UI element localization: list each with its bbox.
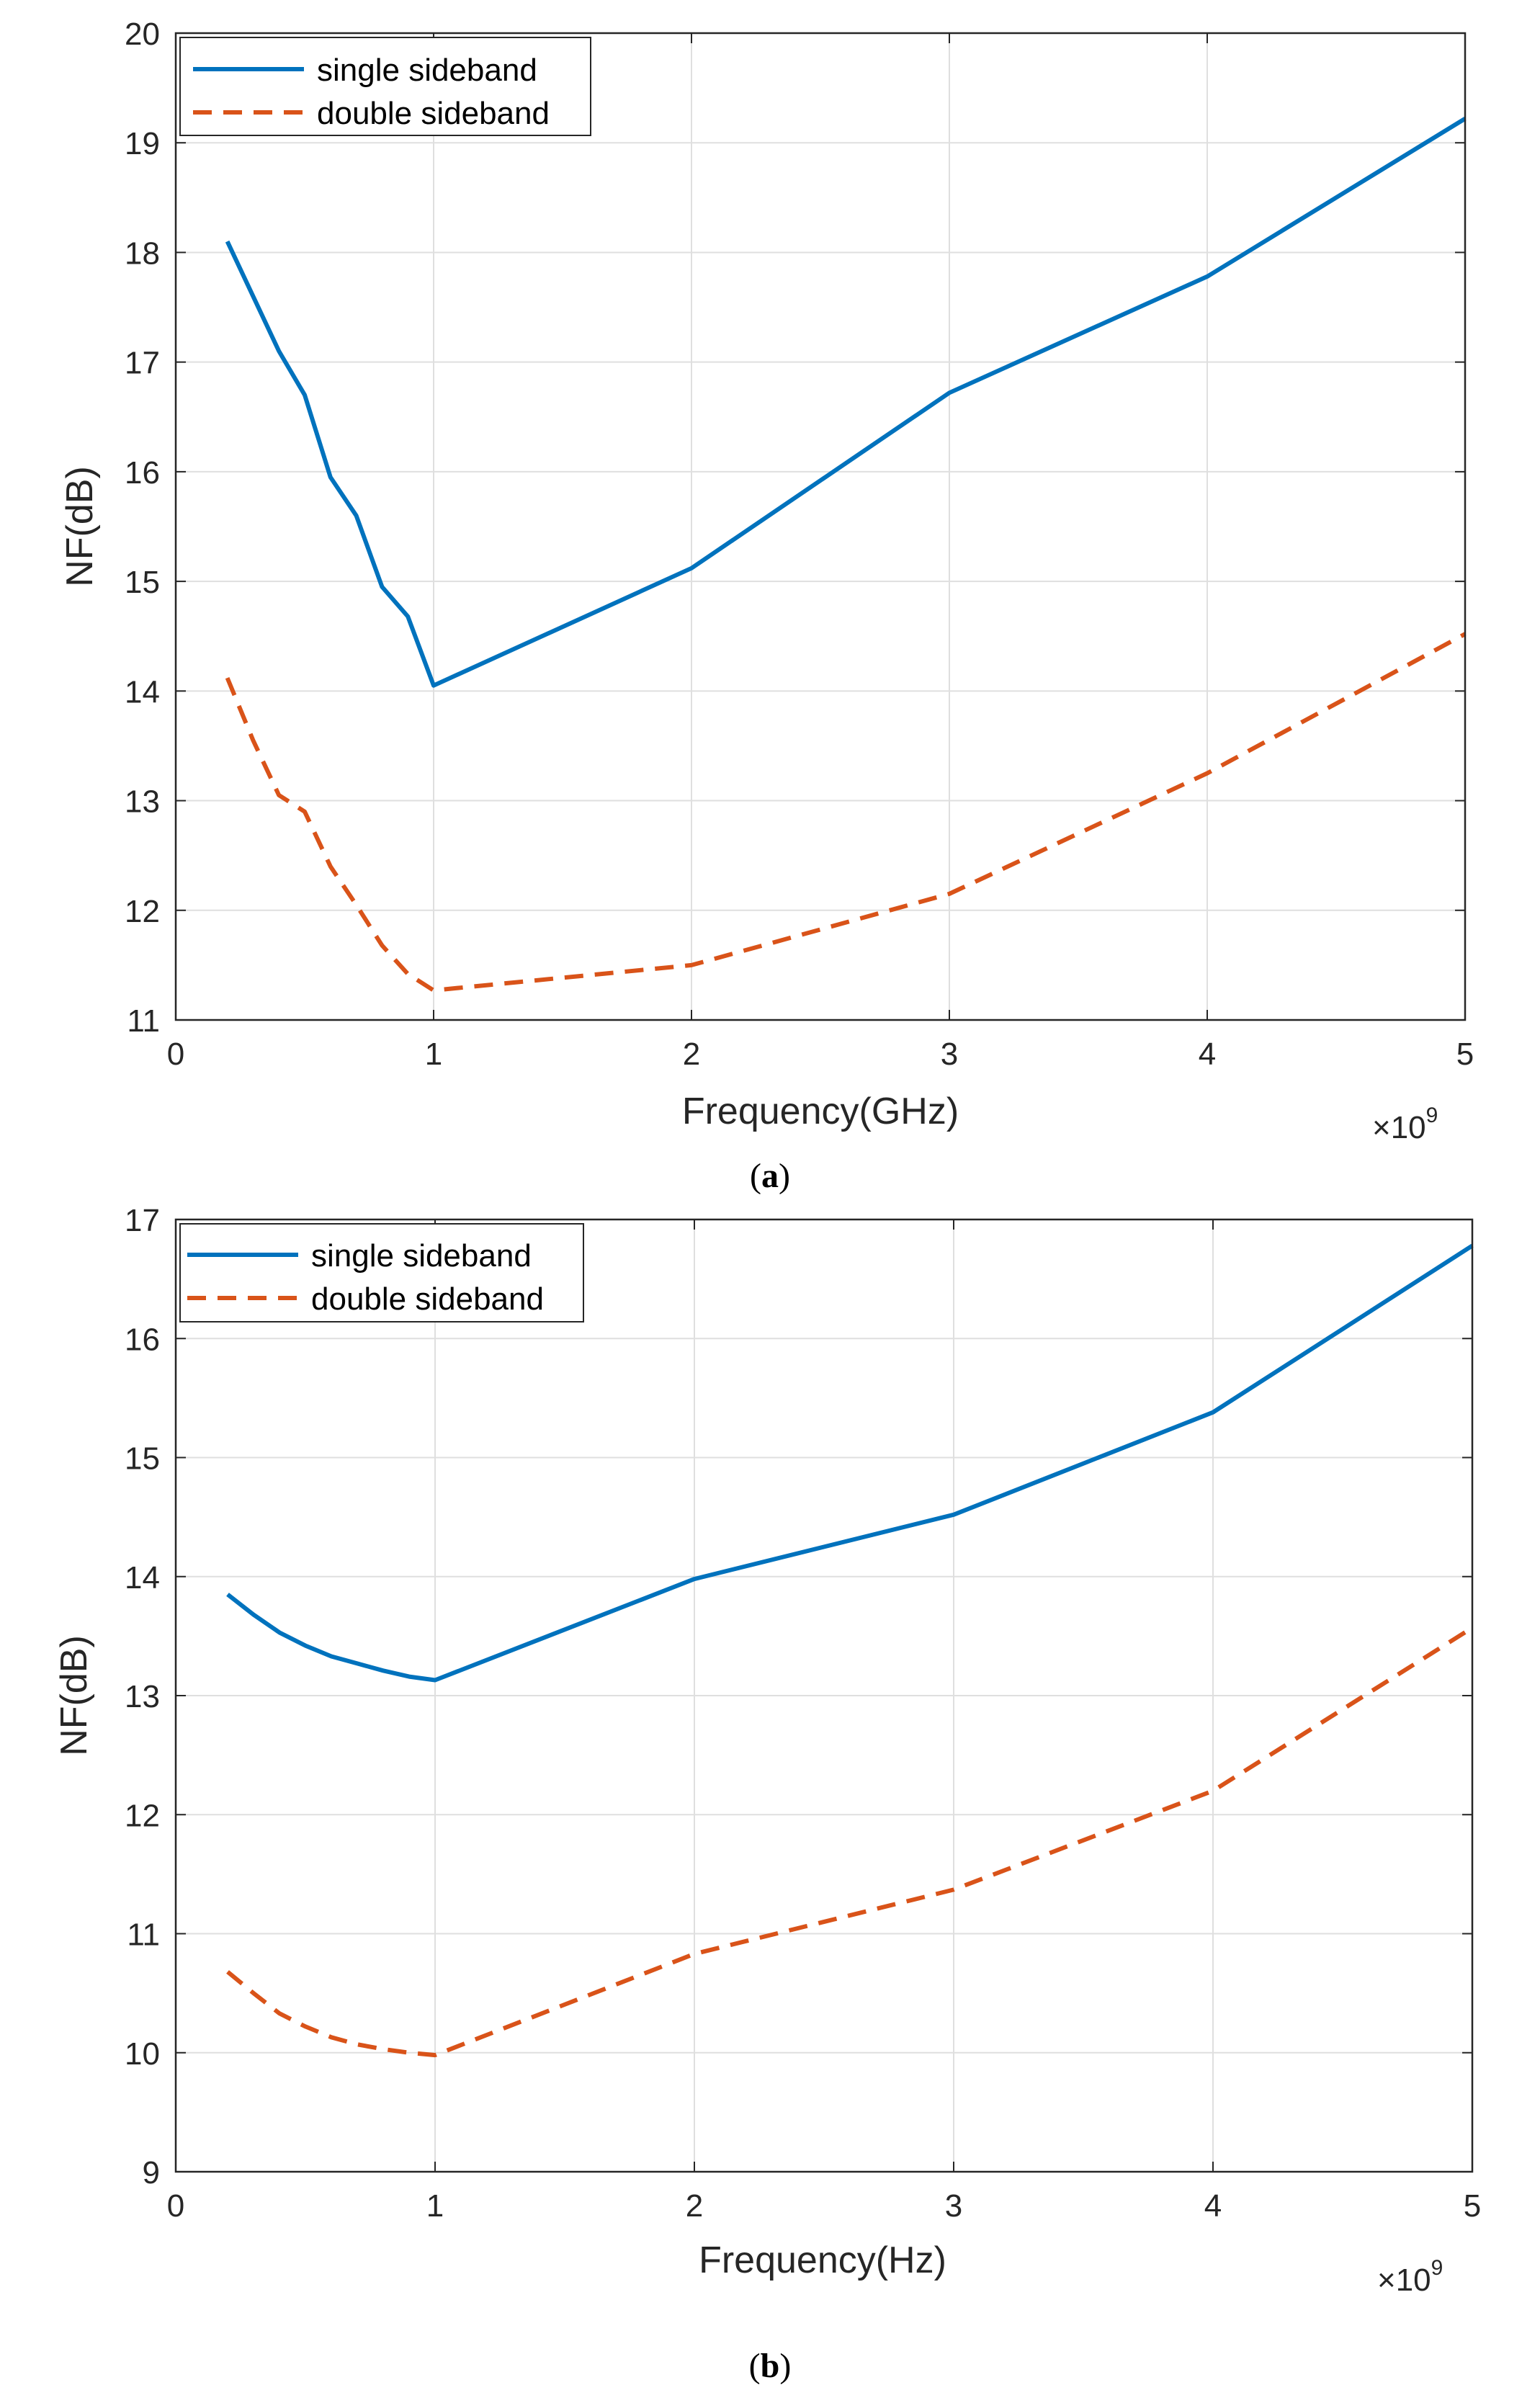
x-tick-label: 0 [167,2188,184,2224]
x-axis-label-a: Frequency(GHz) [682,1091,959,1132]
y-tick-label: 9 [143,2155,160,2190]
x-multiplier-base-a: ×10 [1372,1110,1426,1145]
y-axis-label-a: NF(dB) [59,466,101,587]
series-lines-a [225,117,1467,993]
legend-box-a [179,37,591,136]
legend-label-single-a: single sideband [317,53,537,88]
grid-a [176,33,1465,1020]
y-tick-label: 14 [125,674,160,710]
x-tick-label: 1 [426,2188,444,2224]
series-line-double-sideband [225,632,1467,993]
plot-frame-a [174,32,1467,1021]
x-tick-label: 1 [425,1037,442,1072]
y-tick-label: 16 [125,1322,160,1357]
y-tick-label: 10 [125,2036,160,2072]
grid-b [176,1219,1472,2172]
x-axis-label-b: Frequency(Hz) [699,2239,946,2281]
x-tick-label: 2 [683,1037,700,1072]
y-tick-label: 11 [127,1917,160,1953]
y-tick-label: 15 [125,565,160,600]
x-tick-label: 3 [941,1037,958,1072]
legend-a: single sideband double sideband [179,37,591,136]
legend-label-double-b: double sideband [311,1281,544,1317]
series-line-single-sideband [225,117,1467,688]
legend-label-double-a: double sideband [317,96,550,131]
series-lines-b [226,1243,1474,2058]
series-line-double-sideband [226,1626,1474,2058]
x-multiplier-b: ×109 [1377,2256,1443,2298]
x-tick-label: 4 [1204,2188,1222,2224]
x-multiplier-base-b: ×10 [1377,2263,1431,2298]
x-multiplier-exp-a: 9 [1426,1104,1438,1127]
y-tick-label: 18 [125,236,160,271]
y-tick-label: 17 [125,1203,160,1238]
y-tick-label: 14 [125,1560,160,1595]
y-tick-label: 15 [125,1441,160,1477]
y-tick-label: 19 [125,126,160,161]
x-multiplier-a: ×109 [1372,1104,1438,1145]
x-tick-label: 2 [686,2188,703,2224]
y-tick-label: 13 [125,784,160,820]
x-multiplier-exp-b: 9 [1431,2256,1443,2280]
y-tick-label: 20 [125,17,160,52]
y-tick-label: 17 [125,346,160,381]
x-tick-label: 5 [1456,1037,1474,1072]
x-tick-label: 5 [1464,2188,1481,2224]
y-tick-label: 16 [125,455,160,491]
caption-a: (a) [750,1157,790,1195]
series-line-single-sideband [226,1243,1474,1683]
y-tick-label: 12 [125,1798,160,1833]
x-tick-label: 3 [945,2188,962,2224]
x-tick-label: 0 [167,1037,184,1072]
y-tick-label: 12 [125,894,160,929]
y-tick-label: 11 [127,1003,160,1039]
x-tick-label: 4 [1199,1037,1216,1072]
legend-box-b [179,1223,584,1322]
legend-b: single sideband double sideband [179,1223,584,1322]
legend-label-single-b: single sideband [311,1238,532,1274]
caption-b: (b) [749,2347,792,2385]
y-axis-label-b: NF(dB) [53,1635,95,1756]
y-tick-label: 13 [125,1679,160,1714]
